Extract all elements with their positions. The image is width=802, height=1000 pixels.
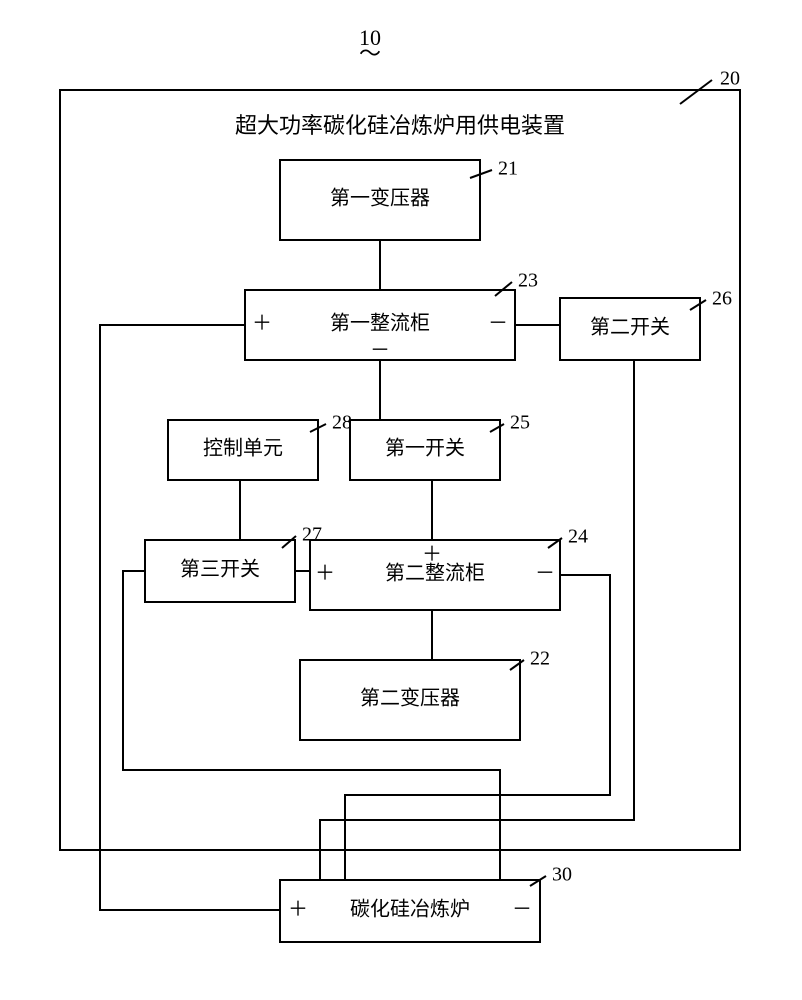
minus-right-23: － — [488, 313, 508, 335]
label-21: 第一变压器 — [330, 187, 430, 210]
label-22: 第二变压器 — [360, 687, 460, 710]
label-25: 第一开关 — [385, 437, 465, 460]
ref-25: 25 — [510, 412, 530, 434]
label-26: 第二开关 — [590, 316, 670, 339]
ref-23: 23 — [518, 270, 538, 292]
ref-20: 20 — [720, 68, 740, 90]
minus-right-24: － — [535, 563, 555, 585]
leader-20 — [680, 80, 712, 104]
ref-24: 24 — [568, 526, 588, 548]
wire-3 — [100, 325, 280, 910]
label-27: 第三开关 — [180, 558, 260, 581]
label-30: 碳化硅冶炼炉 — [350, 898, 470, 921]
ref-30: 30 — [552, 864, 572, 886]
figure-tilde: ～ — [359, 41, 381, 66]
minus-bottom-23: － — [370, 340, 390, 362]
ref-21: 21 — [498, 158, 518, 180]
plus-top-24: ＋ — [422, 544, 442, 566]
label-23: 第一整流柜 — [330, 312, 430, 335]
plus-left-24: ＋ — [315, 563, 335, 585]
plus-left-30: ＋ — [288, 899, 308, 921]
diagram-title: 超大功率碳化硅冶炼炉用供电装置 — [235, 113, 565, 138]
ref-26: 26 — [712, 288, 732, 310]
minus-right-30: － — [512, 899, 532, 921]
label-28: 控制单元 — [203, 437, 283, 460]
plus-left-23: ＋ — [252, 313, 272, 335]
ref-22: 22 — [530, 648, 550, 670]
